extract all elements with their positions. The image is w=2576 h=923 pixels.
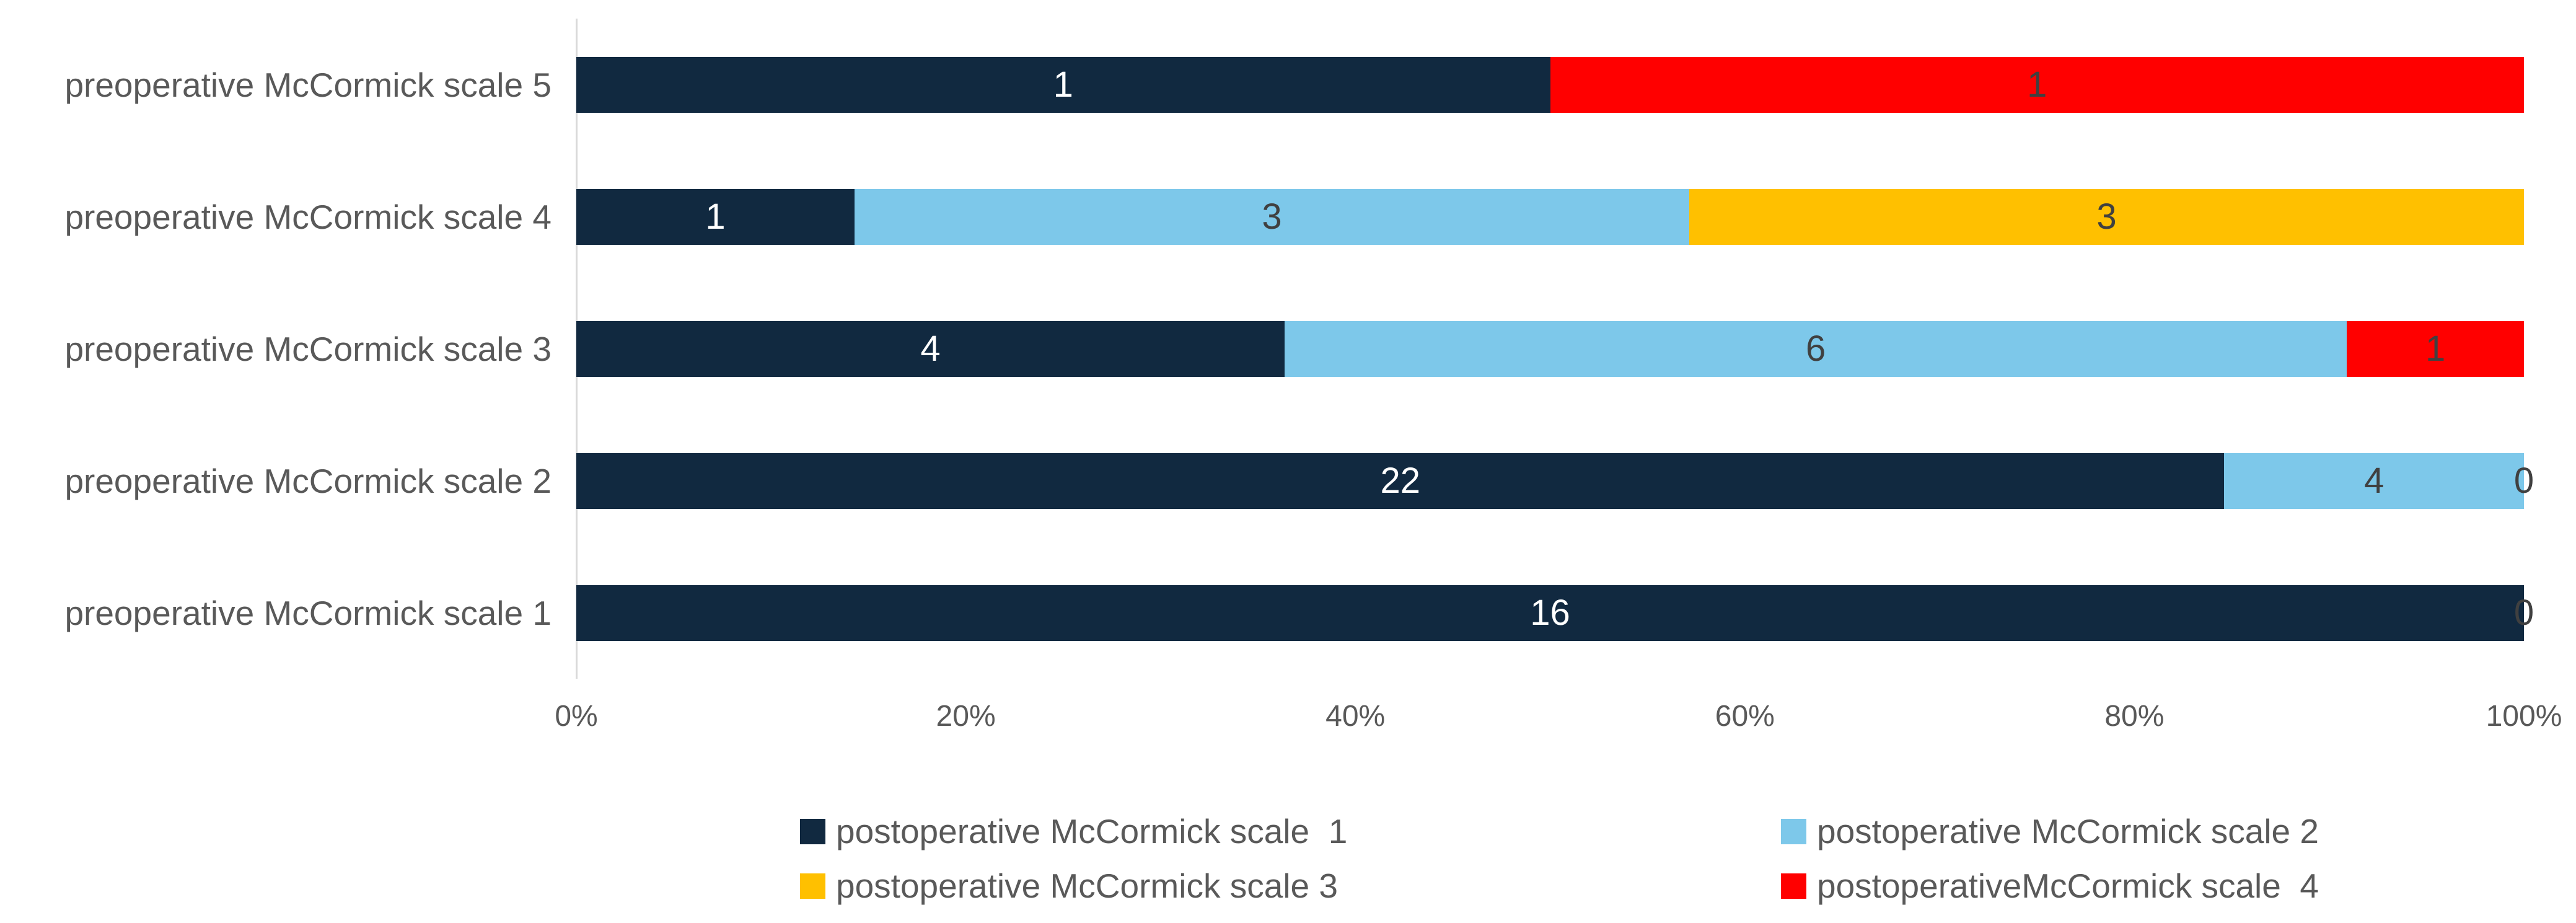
legend-swatch xyxy=(1781,873,1806,899)
bar-segment-series-2: 3 xyxy=(855,188,1689,245)
x-tick-label: 100% xyxy=(2486,700,2562,733)
chart-row: preoperative McCormick scale 3 4 6 1 xyxy=(0,283,2576,415)
bar-value-label: 22 xyxy=(1380,460,1420,501)
x-tick-label: 80% xyxy=(2104,700,2165,733)
category-label: preoperative McCormick scale 2 xyxy=(64,461,552,500)
legend-swatch xyxy=(800,873,825,899)
bar-value-label: 3 xyxy=(2096,196,2117,237)
bar-value-label: 6 xyxy=(1805,328,1826,369)
x-tick-label: 40% xyxy=(1325,700,1386,733)
chart-row: preoperative McCormick scale 4 1 3 3 xyxy=(0,151,2576,283)
bar-track: 4 6 1 xyxy=(576,320,2524,377)
bar-track: 22 4 0 xyxy=(576,453,2534,509)
bar-segment-series-1: 22 xyxy=(576,453,2225,509)
legend-item: postoperative McCormick scale 1 xyxy=(800,812,1348,850)
zero-value-label: 0 xyxy=(2513,592,2534,633)
category-label: preoperative McCormick scale 4 xyxy=(64,197,552,236)
x-tick-label: 20% xyxy=(936,700,996,733)
bar-value-label: 1 xyxy=(2027,64,2047,105)
bar-value-label: 4 xyxy=(2364,460,2385,501)
bar-value-label: 16 xyxy=(1530,592,1570,633)
bar-segment-series-1: 1 xyxy=(576,188,855,245)
bar-value-label: 4 xyxy=(920,328,941,369)
bar-value-label: 1 xyxy=(705,196,726,237)
legend-item: postoperative McCormick scale 2 xyxy=(1781,812,2319,850)
bar-segment-series-1: 16 xyxy=(576,585,2524,641)
legend-item: postoperativeMcCormick scale 4 xyxy=(1781,867,2319,905)
x-tick-label: 0% xyxy=(555,700,598,733)
category-label: preoperative McCormick scale 5 xyxy=(64,65,552,104)
x-tick-label: 60% xyxy=(1715,700,1775,733)
legend-label: postoperative McCormick scale 2 xyxy=(1817,812,2319,850)
x-axis: 0% 20% 40% 60% 80% 100% xyxy=(0,699,2576,743)
chart-row: preoperative McCormick scale 1 16 0 xyxy=(0,547,2576,679)
category-label: preoperative McCormick scale 1 xyxy=(64,593,552,632)
plot-area: preoperative McCormick scale 5 1 1 preopera… xyxy=(0,19,2576,679)
chart-row: preoperative McCormick scale 2 22 4 0 xyxy=(0,415,2576,547)
bar-track: 1 3 3 xyxy=(576,188,2524,245)
bar-track: 16 0 xyxy=(576,585,2534,641)
legend-swatch xyxy=(800,818,825,844)
bar-value-label: 3 xyxy=(1262,196,1282,237)
bar-segment-series-2: 4 xyxy=(2224,453,2524,509)
bar-value-label: 1 xyxy=(2425,328,2446,369)
category-label: preoperative McCormick scale 3 xyxy=(64,329,552,368)
bar-value-label: 1 xyxy=(1053,64,1073,105)
bar-segment-series-4: 1 xyxy=(1550,56,2524,113)
zero-value-label: 0 xyxy=(2513,460,2534,501)
legend-label: postoperative McCormick scale 3 xyxy=(836,867,1339,905)
bar-segment-series-1: 1 xyxy=(576,56,1550,113)
legend-item: postoperative McCormick scale 3 xyxy=(800,867,1339,905)
bar-segment-series-2: 6 xyxy=(1284,320,2347,377)
legend-label: postoperativeMcCormick scale 4 xyxy=(1817,867,2319,905)
legend: postoperative McCormick scale 1 postopera… xyxy=(0,793,2576,917)
legend-label: postoperative McCormick scale 1 xyxy=(836,812,1348,850)
legend-swatch xyxy=(1781,818,1806,844)
bar-segment-series-3: 3 xyxy=(1689,188,2524,245)
bar-segment-series-1: 4 xyxy=(576,320,1285,377)
bar-segment-series-4: 1 xyxy=(2347,320,2524,377)
